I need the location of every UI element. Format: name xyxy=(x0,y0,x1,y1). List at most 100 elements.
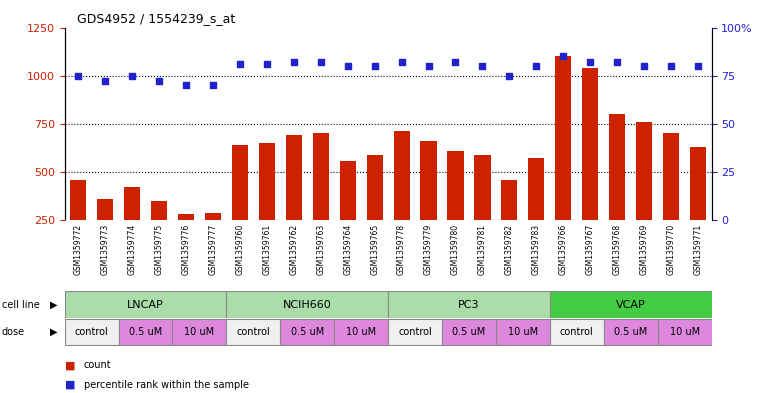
Bar xyxy=(496,319,550,345)
Point xyxy=(126,72,139,79)
Text: GSM1359780: GSM1359780 xyxy=(451,224,460,275)
Text: GSM1359768: GSM1359768 xyxy=(613,224,622,275)
Bar xyxy=(334,319,388,345)
Point xyxy=(342,63,354,69)
Point xyxy=(638,63,650,69)
Bar xyxy=(97,199,113,220)
Text: percentile rank within the sample: percentile rank within the sample xyxy=(84,380,249,390)
Bar xyxy=(178,214,194,220)
Bar xyxy=(442,319,496,345)
Point xyxy=(557,53,569,59)
Bar xyxy=(388,319,442,345)
Point xyxy=(530,63,543,69)
Text: GSM1359765: GSM1359765 xyxy=(370,224,379,275)
Point xyxy=(584,59,597,65)
Text: GSM1359760: GSM1359760 xyxy=(235,224,244,275)
Text: control: control xyxy=(237,327,270,337)
Bar xyxy=(119,319,173,345)
Point xyxy=(288,59,300,65)
Point xyxy=(234,61,246,67)
Bar xyxy=(65,291,227,318)
Bar xyxy=(388,291,550,318)
Bar xyxy=(556,56,572,220)
Bar xyxy=(313,133,329,220)
Text: GSM1359775: GSM1359775 xyxy=(154,224,164,275)
Bar xyxy=(550,291,712,318)
Text: GSM1359764: GSM1359764 xyxy=(343,224,352,275)
Text: NCIH660: NCIH660 xyxy=(283,299,332,310)
Text: GSM1359777: GSM1359777 xyxy=(209,224,218,275)
Bar xyxy=(151,201,167,220)
Text: GSM1359781: GSM1359781 xyxy=(478,224,487,275)
Bar xyxy=(65,319,119,345)
Text: GSM1359778: GSM1359778 xyxy=(397,224,406,275)
Text: GSM1359772: GSM1359772 xyxy=(74,224,83,275)
Point xyxy=(261,61,273,67)
Bar xyxy=(501,180,517,220)
Text: GSM1359767: GSM1359767 xyxy=(586,224,595,275)
Text: GSM1359761: GSM1359761 xyxy=(263,224,272,275)
Bar xyxy=(582,68,598,220)
Bar xyxy=(339,162,356,220)
Text: control: control xyxy=(560,327,594,337)
Point xyxy=(368,63,380,69)
Bar xyxy=(528,158,544,220)
Bar xyxy=(447,151,463,220)
Point xyxy=(396,59,408,65)
Text: GSM1359762: GSM1359762 xyxy=(289,224,298,275)
Text: GSM1359776: GSM1359776 xyxy=(181,224,190,275)
Point xyxy=(153,78,165,84)
Text: GSM1359774: GSM1359774 xyxy=(128,224,136,275)
Bar xyxy=(232,145,248,220)
Text: 0.5 uM: 0.5 uM xyxy=(614,327,648,337)
Point xyxy=(422,63,435,69)
Text: GSM1359779: GSM1359779 xyxy=(424,224,433,275)
Text: GSM1359763: GSM1359763 xyxy=(317,224,325,275)
Text: 0.5 uM: 0.5 uM xyxy=(291,327,324,337)
Text: VCAP: VCAP xyxy=(616,299,645,310)
Text: control: control xyxy=(398,327,432,337)
Text: ▶: ▶ xyxy=(49,299,57,310)
Text: 0.5 uM: 0.5 uM xyxy=(129,327,162,337)
Point xyxy=(450,59,462,65)
Text: 10 uM: 10 uM xyxy=(670,327,699,337)
Bar xyxy=(690,147,706,220)
Text: PC3: PC3 xyxy=(458,299,479,310)
Point xyxy=(314,59,326,65)
Text: 10 uM: 10 uM xyxy=(508,327,538,337)
Text: control: control xyxy=(75,327,109,337)
Bar xyxy=(285,135,302,220)
Bar xyxy=(550,319,603,345)
Bar xyxy=(421,141,437,220)
Text: 10 uM: 10 uM xyxy=(346,327,376,337)
Text: cell line: cell line xyxy=(2,299,40,310)
Bar xyxy=(70,180,86,220)
Bar xyxy=(259,143,275,220)
Text: 0.5 uM: 0.5 uM xyxy=(452,327,486,337)
Bar xyxy=(280,319,334,345)
Bar xyxy=(658,319,712,345)
Point xyxy=(476,63,489,69)
Text: GDS4952 / 1554239_s_at: GDS4952 / 1554239_s_at xyxy=(77,12,235,25)
Bar xyxy=(227,291,388,318)
Bar xyxy=(603,319,658,345)
Bar xyxy=(173,319,227,345)
Text: GSM1359771: GSM1359771 xyxy=(693,224,702,275)
Text: ■: ■ xyxy=(65,360,75,371)
Point xyxy=(692,63,704,69)
Point xyxy=(180,82,192,88)
Text: GSM1359770: GSM1359770 xyxy=(667,224,676,275)
Point xyxy=(72,72,84,79)
Text: 10 uM: 10 uM xyxy=(184,327,215,337)
Bar xyxy=(636,122,652,220)
Text: GSM1359782: GSM1359782 xyxy=(505,224,514,275)
Text: count: count xyxy=(84,360,111,371)
Bar xyxy=(393,132,409,220)
Bar xyxy=(227,319,280,345)
Bar xyxy=(367,154,383,220)
Bar xyxy=(609,114,626,220)
Text: GSM1359783: GSM1359783 xyxy=(532,224,541,275)
Bar xyxy=(124,187,140,220)
Text: ■: ■ xyxy=(65,380,75,390)
Point xyxy=(99,78,111,84)
